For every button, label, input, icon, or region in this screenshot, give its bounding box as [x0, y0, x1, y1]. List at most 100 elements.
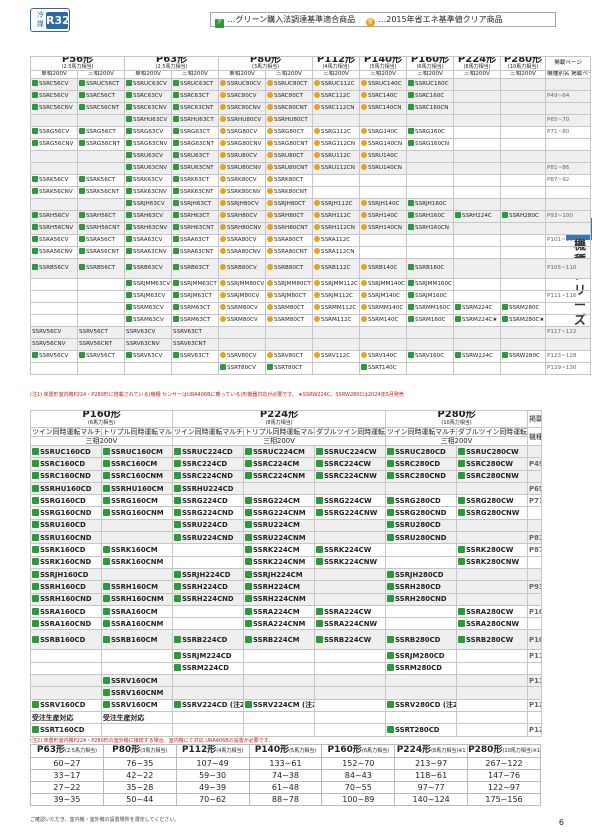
page-ref: P105~110: [545, 257, 592, 279]
model-cell: SSRK224CNW: [314, 555, 387, 569]
energy-standard-icon: [361, 280, 368, 287]
model-code: SSRB56CT: [86, 265, 116, 272]
model-cell: [456, 580, 529, 594]
model-code: SSRG160CD: [40, 496, 86, 505]
model-cell: [100, 649, 174, 663]
model-cell: [453, 77, 502, 91]
model-code: SSRA224CNW: [324, 619, 378, 628]
model-code: SSRK80CNV: [227, 189, 261, 196]
green-purchase-icon: [458, 459, 466, 467]
model-cell: [453, 325, 502, 339]
model-cell: SSRB63CT: [171, 257, 220, 279]
table-row: SSRT80CV SSRT80CT SSRT140C P129~130: [30, 361, 592, 375]
energy-standard-icon: [267, 104, 274, 111]
model-cell: [456, 674, 529, 688]
model-code: SSRH80CNT: [274, 225, 308, 232]
model-code: SSRJM280CD: [395, 652, 445, 661]
model-cell: [453, 233, 502, 247]
model-cell: [30, 361, 78, 375]
model-cell: SSRG280CD: [385, 494, 458, 508]
energy-standard-icon: [267, 236, 274, 243]
model-code: SSRA63CV: [133, 237, 163, 244]
model-cell: SSRH160CND: [30, 592, 102, 606]
model-code: SSRC280CNW: [466, 472, 519, 481]
model-code: SSRH224CD: [182, 582, 228, 591]
green-purchase-icon: [245, 509, 253, 517]
model-code: SSRC56CNT: [86, 105, 120, 112]
model-cell: SSRA80CNT: [265, 245, 314, 259]
model-code: SSRU160CND: [40, 533, 92, 542]
group-header: P160形 (6馬力相当): [406, 55, 455, 72]
model-code: SSRM63CV: [133, 317, 164, 324]
model-code: SSRG224CND: [182, 509, 234, 518]
model-cell: SSRA56CT: [76, 233, 126, 247]
model-cell: [453, 289, 502, 303]
model-code: SSRG63CNV: [133, 141, 168, 148]
green-purchase-icon: [32, 570, 39, 578]
green-purchase-icon: [126, 128, 133, 135]
green-purchase-icon: [32, 128, 38, 135]
model-cell: SSRJH224CM: [243, 567, 316, 582]
model-cell: SSRT280CD: [385, 723, 458, 737]
model-cell: SSRA112C: [312, 233, 361, 247]
model-cell: SSRC160CD: [30, 457, 102, 471]
model-cell: SSRC280CND: [385, 469, 458, 483]
green-purchase-icon: [174, 509, 182, 517]
model-cell: SSRU112C: [312, 149, 361, 163]
model-cell: [30, 197, 78, 211]
model-code: SSRMM112C: [321, 305, 357, 312]
capacity-model: P112形: [181, 745, 217, 756]
energy-standard-icon: [314, 92, 321, 99]
capacity-value: 70~55: [321, 781, 396, 794]
capacity-model: P224形: [396, 745, 432, 756]
model-code: SSRK80CNT: [274, 189, 308, 196]
model-code: SSRK63CNT: [180, 189, 214, 196]
green-purchase-icon: [387, 533, 395, 541]
model-cell: SSRJH160C: [406, 197, 455, 211]
energy-standard-icon: [220, 176, 227, 183]
green-purchase-icon: [174, 664, 182, 672]
model-code: SSRU224CD: [182, 521, 228, 530]
green-purchase-icon: [126, 280, 133, 287]
green-purchase-icon: [32, 521, 39, 529]
page-ref: P49~64: [545, 89, 592, 103]
model-code: SSRA224CNM: [253, 619, 306, 628]
model-cell: SSRG63CNT: [171, 137, 220, 151]
green-purchase-icon: [32, 701, 39, 709]
model-code: SSRC140C: [368, 93, 398, 100]
model-cell: SSRG56CNV: [30, 137, 78, 151]
model-cell: SSRU80CNT: [265, 161, 314, 175]
model-code: SSRC224CW: [324, 459, 372, 468]
green-purchase-icon: [32, 140, 38, 147]
model-code: SSRK224CM: [253, 546, 300, 555]
model-code: SSRB112C: [321, 265, 351, 272]
model-cell: SSRG224CD: [172, 494, 245, 508]
model-cell: SSRG224CW: [314, 494, 387, 508]
capacity-hp: (2.5馬力相当): [65, 748, 97, 754]
table-row: SSRG160CD SSRG160CM SSRG224CD SSRG224CM SSRG…: [30, 494, 543, 508]
model-cell: SSRG63CNV: [124, 137, 173, 151]
model-code: SSRG112C: [321, 129, 351, 136]
page-ref: [545, 197, 592, 211]
model-cell: [406, 325, 455, 339]
model-cell: [172, 674, 245, 688]
model-cell: [314, 674, 387, 688]
type-header: ツイン同時運転マルチ: [30, 427, 102, 437]
type-header: ダブルツイン同時運転マルチ: [456, 427, 529, 437]
model-cell: [453, 113, 502, 127]
model-cell: SSRM63CT: [171, 313, 220, 327]
phase-header: 三相200V: [453, 70, 502, 79]
green-purchase-icon: [502, 212, 509, 219]
model-cell: SSRUC160CD: [30, 444, 102, 459]
model-code: SSRB224CW: [324, 635, 372, 644]
energy-standard-icon: [267, 292, 274, 299]
model-cell: [172, 710, 245, 725]
model-cell: SSRU63CT: [171, 149, 220, 163]
table-row: SSRJMM63CV SSRJMM63CT SSRJMM80CV SSRJMM80CT…: [30, 277, 592, 291]
green-purchase-icon: [173, 264, 180, 271]
capacity-hp: (3馬力相当): [140, 748, 168, 754]
model-cell: SSRJH280CD: [385, 567, 458, 582]
model-cell: SSRJMM112C: [312, 277, 361, 291]
energy-standard-icon: [361, 316, 368, 323]
model-cell: SSRJM280CD: [385, 649, 458, 663]
